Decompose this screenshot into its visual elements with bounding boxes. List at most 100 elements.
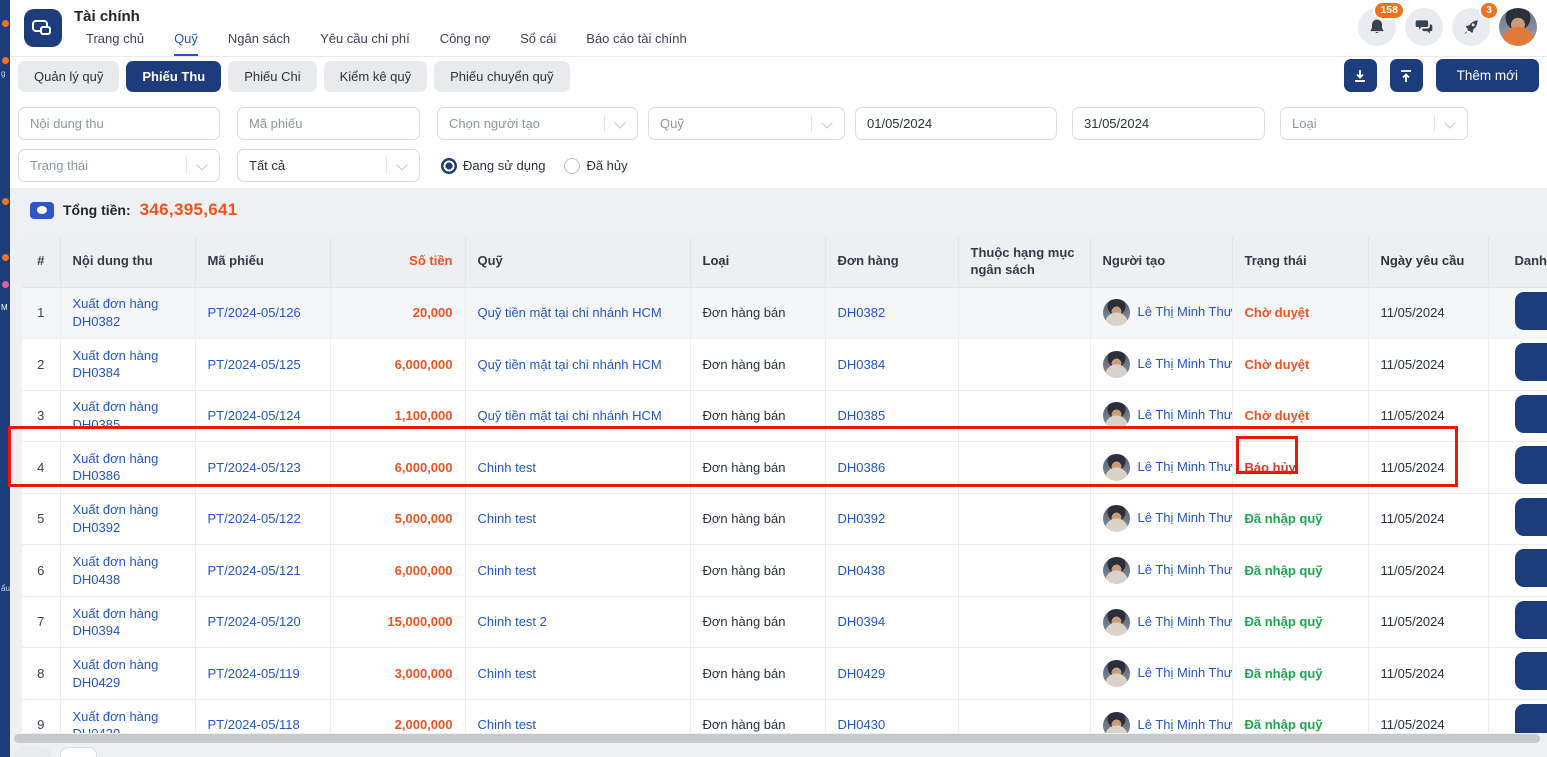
fund-filter-select[interactable]: Quỹ bbox=[648, 107, 845, 140]
table-row[interactable]: 9Xuất đơn hàngDH0430PT/2024-05/1182,000,… bbox=[22, 699, 1547, 733]
creator-link[interactable]: Lê Thị Minh Thư bbox=[1138, 613, 1233, 628]
content-link[interactable]: DH0384 bbox=[73, 365, 121, 380]
content-link[interactable]: Xuất đơn hàng bbox=[73, 709, 159, 724]
content-filter-input[interactable] bbox=[18, 107, 220, 140]
creator-link[interactable]: Lê Thị Minh Thư bbox=[1138, 665, 1233, 680]
pill-tab[interactable]: Kiểm kê quỹ bbox=[324, 61, 428, 92]
content-link[interactable]: Xuất đơn hàng bbox=[73, 399, 159, 414]
collapsed-sidebar[interactable]: gMẩu bbox=[0, 0, 10, 757]
content-link[interactable]: Xuất đơn hàng bbox=[73, 606, 159, 621]
table-row[interactable]: 5Xuất đơn hàngDH0392PT/2024-05/1225,000,… bbox=[22, 493, 1547, 545]
row-action-button[interactable] bbox=[1515, 652, 1547, 690]
nav-tab-item[interactable]: Công nợ bbox=[440, 31, 490, 56]
order-link[interactable]: DH0386 bbox=[838, 460, 886, 475]
creator-link[interactable]: Lê Thị Minh Thư bbox=[1138, 407, 1233, 422]
radio-in-use[interactable]: Đang sử dụng bbox=[441, 158, 545, 174]
content-link[interactable]: DH0382 bbox=[73, 314, 121, 329]
creator-link[interactable]: Lê Thị Minh Thư bbox=[1138, 510, 1233, 525]
fund-link[interactable]: Chinh test bbox=[478, 666, 537, 681]
pill-tab[interactable]: Phiếu Chi bbox=[228, 61, 316, 92]
order-link[interactable]: DH0430 bbox=[838, 717, 886, 732]
all-filter-select[interactable]: Tất cả bbox=[237, 149, 420, 182]
row-action-button[interactable] bbox=[1515, 549, 1547, 587]
receipt-code-link[interactable]: PT/2024-05/119 bbox=[208, 666, 300, 681]
download-button[interactable] bbox=[1344, 59, 1377, 92]
row-action-button[interactable] bbox=[1515, 704, 1547, 733]
creator-link[interactable]: Lê Thị Minh Thư bbox=[1138, 459, 1233, 474]
rocket-button[interactable]: 3 bbox=[1452, 8, 1490, 46]
receipt-code-link[interactable]: PT/2024-05/118 bbox=[208, 717, 300, 732]
fund-link[interactable]: Chinh test bbox=[478, 563, 537, 578]
fund-link[interactable]: Chinh test bbox=[478, 511, 537, 526]
content-link[interactable]: Xuất đơn hàng bbox=[73, 657, 159, 672]
receipt-code-link[interactable]: PT/2024-05/124 bbox=[208, 408, 301, 423]
fund-link[interactable]: Chinh test 2 bbox=[478, 614, 547, 629]
creator-filter-select[interactable]: Chọn người tạo bbox=[437, 107, 638, 140]
order-link[interactable]: DH0438 bbox=[838, 563, 886, 578]
fund-link[interactable]: Quỹ tiền mặt tại chi nhánh HCM bbox=[478, 408, 662, 423]
fund-link[interactable]: Quỹ tiền mặt tại chi nhánh HCM bbox=[478, 357, 662, 372]
pill-tab[interactable]: Phiếu chuyển quỹ bbox=[434, 61, 569, 92]
content-link[interactable]: Xuất đơn hàng bbox=[73, 554, 159, 569]
receipt-code-link[interactable]: PT/2024-05/121 bbox=[208, 563, 301, 578]
user-avatar[interactable] bbox=[1499, 8, 1537, 46]
receipt-code-link[interactable]: PT/2024-05/123 bbox=[208, 460, 301, 475]
receipt-code-link[interactable]: PT/2024-05/122 bbox=[208, 511, 301, 526]
nav-tab-item[interactable]: Báo cáo tài chính bbox=[586, 31, 686, 56]
upload-button[interactable] bbox=[1390, 59, 1423, 92]
nav-tab-item[interactable]: Yêu cầu chi phí bbox=[320, 31, 410, 56]
pill-tab[interactable]: Phiếu Thu bbox=[126, 61, 221, 92]
order-link[interactable]: DH0392 bbox=[838, 511, 886, 526]
prev-page-button[interactable]: ‹ bbox=[14, 747, 51, 757]
table-row[interactable]: 3Xuất đơn hàngDH0385PT/2024-05/1241,100,… bbox=[22, 390, 1547, 442]
table-row[interactable]: 1Xuất đơn hàngDH0382PT/2024-05/12620,000… bbox=[22, 287, 1547, 339]
content-link[interactable]: DH0438 bbox=[73, 572, 121, 587]
nav-tab-active[interactable]: Quỹ bbox=[174, 31, 198, 56]
row-action-button[interactable] bbox=[1515, 498, 1547, 536]
horizontal-scrollbar[interactable] bbox=[14, 734, 1540, 743]
content-link[interactable]: Xuất đơn hàng bbox=[73, 451, 159, 466]
order-link[interactable]: DH0385 bbox=[838, 408, 886, 423]
content-link[interactable]: DH0429 bbox=[73, 675, 121, 690]
order-link[interactable]: DH0384 bbox=[838, 357, 886, 372]
row-action-button[interactable] bbox=[1515, 446, 1547, 484]
content-link[interactable]: DH0386 bbox=[73, 468, 121, 483]
content-link[interactable]: Xuất đơn hàng bbox=[73, 348, 159, 363]
type-filter-select[interactable]: Loại bbox=[1280, 107, 1468, 140]
creator-link[interactable]: Lê Thị Minh Thư bbox=[1138, 562, 1233, 577]
order-link[interactable]: DH0382 bbox=[838, 305, 886, 320]
nav-tab-item[interactable]: Sổ cái bbox=[520, 31, 556, 56]
creator-link[interactable]: Lê Thị Minh Thư bbox=[1138, 356, 1233, 371]
content-link[interactable]: DH0394 bbox=[73, 623, 121, 638]
order-link[interactable]: DH0429 bbox=[838, 666, 886, 681]
row-action-button[interactable] bbox=[1515, 292, 1547, 330]
creator-link[interactable]: Lê Thị Minh Thư bbox=[1138, 304, 1233, 319]
fund-link[interactable]: Quỹ tiền mặt tại chi nhánh HCM bbox=[478, 305, 662, 320]
receipt-code-link[interactable]: PT/2024-05/126 bbox=[208, 305, 301, 320]
radio-cancelled[interactable]: Đã hủy bbox=[564, 158, 627, 174]
row-action-button[interactable] bbox=[1515, 601, 1547, 639]
order-link[interactable]: DH0394 bbox=[838, 614, 886, 629]
fund-link[interactable]: Chinh test bbox=[478, 717, 537, 732]
notifications-button[interactable]: 158 bbox=[1358, 8, 1396, 46]
chat-button[interactable] bbox=[1405, 8, 1443, 46]
nav-tab-item[interactable]: Trang chủ bbox=[86, 31, 144, 56]
row-action-button[interactable] bbox=[1515, 343, 1547, 381]
content-link[interactable]: DH0430 bbox=[73, 726, 121, 733]
status-filter-select[interactable]: Trạng thái bbox=[18, 149, 220, 182]
finance-module-icon[interactable] bbox=[24, 9, 62, 47]
content-link[interactable]: Xuất đơn hàng bbox=[73, 502, 159, 517]
code-filter-input[interactable] bbox=[237, 107, 420, 140]
content-link[interactable]: DH0392 bbox=[73, 520, 121, 535]
nav-tab-item[interactable]: Ngân sách bbox=[228, 31, 290, 56]
table-row[interactable]: 7Xuất đơn hàngDH0394PT/2024-05/12015,000… bbox=[22, 596, 1547, 648]
creator-link[interactable]: Lê Thị Minh Thư bbox=[1138, 717, 1233, 732]
date-from-input[interactable] bbox=[855, 107, 1057, 140]
content-link[interactable]: Xuất đơn hàng bbox=[73, 296, 159, 311]
add-new-button[interactable]: Thêm mới bbox=[1436, 59, 1539, 92]
receipt-code-link[interactable]: PT/2024-05/120 bbox=[208, 614, 301, 629]
pill-tab[interactable]: Quản lý quỹ bbox=[18, 61, 119, 92]
fund-link[interactable]: Chinh test bbox=[478, 460, 537, 475]
date-to-input[interactable] bbox=[1072, 107, 1265, 140]
row-action-button[interactable] bbox=[1515, 395, 1547, 433]
